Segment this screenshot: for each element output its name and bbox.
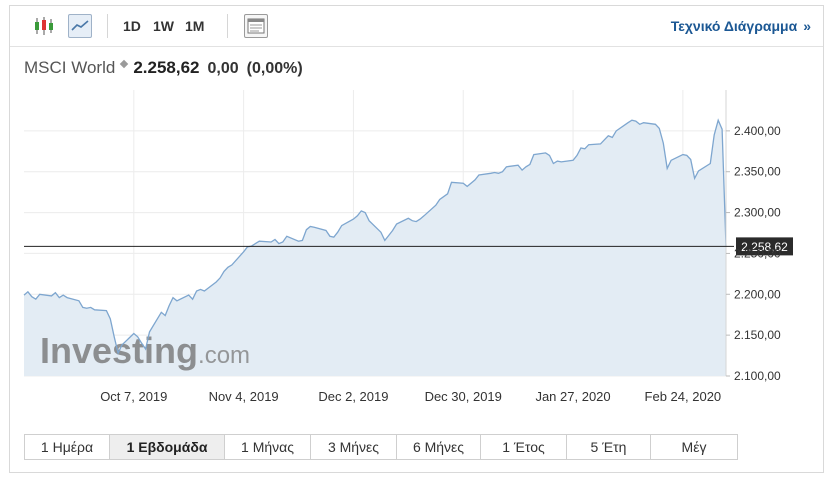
toolbar-divider xyxy=(227,14,228,38)
price-area-fill xyxy=(24,120,726,376)
range-tab-1-day[interactable]: 1 Ημέρα xyxy=(25,435,110,459)
last-price: 2.258,62 xyxy=(133,58,200,77)
y-tick-label: 2.350,00 xyxy=(734,165,781,179)
current-value-label: 2.258,62 xyxy=(741,240,788,254)
x-tick-label: Oct 7, 2019 xyxy=(100,389,167,404)
range-tab-6-months[interactable]: 6 Μήνες xyxy=(397,435,481,459)
technical-chart-label: Τεχνικό Διάγραμμα xyxy=(670,18,798,34)
current-value-badge xyxy=(736,237,793,256)
chart-widget: 1D 1W 1M Τεχνικό Διάγραμμα » MSCI World 2.… xyxy=(9,5,824,473)
range-tab-1-week[interactable]: 1 Εβδομάδα xyxy=(110,435,225,459)
table-icon[interactable] xyxy=(244,14,268,38)
quote-header: MSCI World 2.258,62 0,00 (0,00%) xyxy=(24,58,303,80)
range-tab-5-years[interactable]: 5 Έτη xyxy=(567,435,651,459)
instrument-name: MSCI World xyxy=(24,58,116,77)
y-tick-label: 2.250,00 xyxy=(734,246,781,260)
x-tick-label: Dec 2, 2019 xyxy=(318,389,388,404)
range-tab-max[interactable]: Μέγ xyxy=(651,435,737,459)
x-tick-label: Nov 4, 2019 xyxy=(209,389,279,404)
technical-chart-link[interactable]: Τεχνικό Διάγραμμα » xyxy=(671,18,811,34)
price-change-percent: (0,00%) xyxy=(246,60,303,77)
watermark-suffix: .com xyxy=(198,342,250,369)
price-line xyxy=(23,118,727,356)
double-chevron-right-icon: » xyxy=(803,18,811,34)
range-tab-1-month[interactable]: 1 Μήνας xyxy=(225,435,311,459)
toolbar-divider xyxy=(107,14,108,38)
x-tick-label: Jan 27, 2020 xyxy=(535,389,610,404)
line-chart-icon[interactable] xyxy=(68,14,92,38)
range-tab-1-year[interactable]: 1 Έτος xyxy=(481,435,567,459)
x-tick-label: Dec 30, 2019 xyxy=(425,389,502,404)
period-1w-button[interactable]: 1W xyxy=(153,18,174,34)
y-tick-label: 2.200,00 xyxy=(734,287,781,301)
range-tab-3-months[interactable]: 3 Μήνες xyxy=(311,435,397,459)
range-tabs: 1 Ημέρα 1 Εβδομάδα 1 Μήνας 3 Μήνες 6 Μήν… xyxy=(24,434,738,460)
chart-toolbar: 1D 1W 1M Τεχνικό Διάγραμμα » xyxy=(10,6,823,47)
x-tick-label: Feb 24, 2020 xyxy=(645,389,722,404)
period-1m-button[interactable]: 1M xyxy=(185,18,205,34)
price-chart[interactable]: Investing.com2.258,622.100,002.150,002.2… xyxy=(10,6,823,416)
price-change: 0,00 xyxy=(207,60,239,77)
y-tick-label: 2.300,00 xyxy=(734,206,781,220)
y-tick-label: 2.150,00 xyxy=(734,328,781,342)
y-tick-label: 2.100,00 xyxy=(734,369,781,383)
y-tick-label: 2.400,00 xyxy=(734,124,781,138)
period-1d-button[interactable]: 1D xyxy=(123,18,141,34)
candlestick-icon[interactable] xyxy=(32,14,56,38)
